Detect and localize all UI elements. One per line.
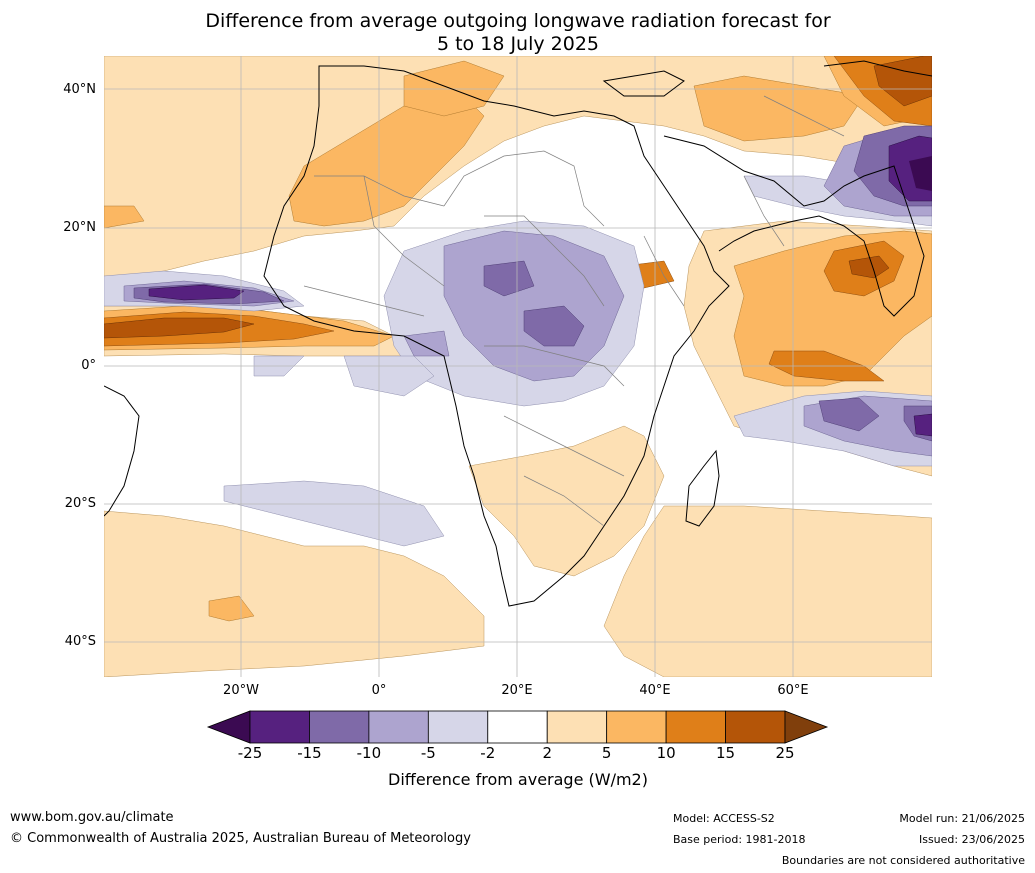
- map-canvas: [104, 56, 932, 677]
- map-title: Difference from average outgoing longwav…: [104, 10, 932, 56]
- website-text: www.bom.gov.au/climate: [10, 810, 174, 825]
- base-period-text: Base period: 1981-2018: [673, 833, 806, 846]
- colorbar-tick-label: 15: [716, 744, 736, 762]
- colorbar-tick-label: -15: [297, 744, 322, 762]
- colorbar-tick-label: -25: [237, 744, 263, 762]
- model-run-text: Model run: 21/06/2025: [899, 812, 1025, 825]
- colorbar-segment: [427, 710, 489, 744]
- colorbar-tick-label: -10: [356, 744, 382, 762]
- graticule: [104, 56, 932, 677]
- coastlines: [104, 60, 932, 607]
- issued-text: Issued: 23/06/2025: [918, 833, 1025, 846]
- colorbar-tick-label: -5: [420, 744, 436, 762]
- colorbar-segment: [249, 710, 310, 744]
- colorbar-segment: [606, 710, 667, 744]
- lat-label-20s: 20°S: [64, 496, 96, 511]
- colorbar-tick-label: 5: [601, 744, 612, 762]
- colorbar-tick-label: 25: [775, 744, 795, 762]
- positive-anomaly-darkest: [104, 56, 932, 339]
- title-line-1: Difference from average outgoing longwav…: [205, 10, 831, 32]
- colorbar-segment: [665, 710, 726, 744]
- disclaimer-text: Boundaries are not considered authoritat…: [781, 854, 1025, 867]
- colorbar-segment: [487, 710, 548, 744]
- olr-anomaly-map: [104, 56, 932, 677]
- lon-label-40e: 40°E: [639, 683, 671, 698]
- title-line-2: 5 to 18 July 2025: [436, 33, 600, 55]
- lat-label-0: 0°: [81, 358, 96, 373]
- negative-anomaly-extreme: [909, 156, 932, 191]
- colorbar-segment: [546, 710, 608, 744]
- colorbar-segment: [309, 710, 370, 744]
- colorbar-tick-label: 10: [656, 744, 676, 762]
- colorbar-segment: [368, 710, 429, 744]
- copyright-text: © Commonwealth of Australia 2025, Austra…: [10, 831, 471, 846]
- model-text: Model: ACCESS-S2: [673, 812, 775, 825]
- colorbar-extend-high: [784, 710, 829, 744]
- lat-label-20n: 20°N: [63, 220, 96, 235]
- lon-label-60e: 60°E: [777, 683, 809, 698]
- colorbar: [206, 710, 829, 744]
- lon-label-20w: 20°W: [223, 683, 259, 698]
- colorbar-label: Difference from average (W/m2): [388, 770, 648, 789]
- colorbar-tick-label: -2: [480, 744, 496, 762]
- lon-label-20e: 20°E: [501, 683, 533, 698]
- country-borders: [303, 95, 845, 527]
- lon-label-0: 0°: [371, 683, 387, 698]
- colorbar-segment: [725, 710, 786, 744]
- lat-label-40n: 40°N: [63, 82, 96, 97]
- colorbar-tick-label: 2: [542, 744, 552, 762]
- colorbar-extend-low: [206, 710, 251, 744]
- lat-label-40s: 40°S: [64, 634, 96, 649]
